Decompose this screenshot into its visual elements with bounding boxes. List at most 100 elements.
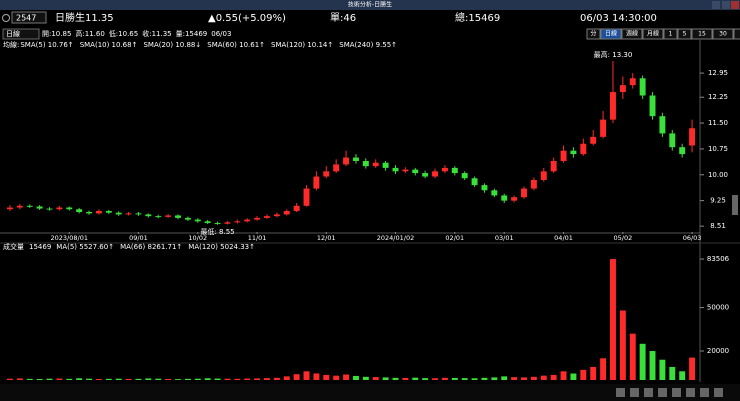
volume-bar [501, 376, 508, 380]
minimize-button[interactable] [712, 1, 720, 9]
period-button-label: 1 [669, 31, 673, 38]
tool-button[interactable] [686, 388, 695, 397]
x-tick-label: 06/03 [683, 234, 702, 242]
tool-button[interactable] [658, 388, 667, 397]
window-title: 技術分析-日勝生 [348, 1, 392, 9]
candle-body [639, 78, 646, 96]
title-bar [0, 0, 740, 10]
maximize-button[interactable] [722, 1, 730, 9]
menu-icon[interactable] [2, 14, 10, 22]
volume-bar [86, 378, 92, 380]
period-button-label: 月線 [647, 30, 659, 38]
period-button[interactable] [621, 28, 643, 40]
volume-bar [273, 377, 280, 380]
volume-bar [26, 378, 33, 380]
candle-body [481, 185, 488, 191]
volume-bar [264, 378, 270, 380]
volume-bar [165, 378, 172, 380]
candle-body [689, 128, 696, 146]
candle-body [125, 213, 132, 215]
volume-bar [649, 351, 656, 380]
period-button[interactable] [712, 28, 734, 40]
tool-button[interactable] [630, 388, 639, 397]
volume-bar [6, 378, 13, 380]
candle-body [362, 160, 369, 167]
volume-bar [362, 376, 369, 380]
candle-body [184, 217, 191, 220]
period-select-label: 日線 [6, 29, 20, 38]
tool-button[interactable] [616, 388, 625, 397]
tool-button[interactable] [714, 388, 723, 397]
volume-bar [36, 378, 43, 380]
y-tick-label: 9.25 [710, 197, 726, 205]
annotation-low: 最低: 8.55 [200, 227, 234, 236]
candle-body [501, 195, 508, 201]
total-volume: 總:15469 [455, 11, 500, 24]
x-tick-label: 04/01 [554, 234, 573, 242]
candle-body [570, 150, 577, 155]
period-button[interactable] [586, 28, 601, 40]
price-change: ▲0.55(+5.09%) [208, 13, 286, 24]
period-select[interactable] [2, 28, 40, 40]
volume-bar [560, 371, 567, 380]
candle-body [402, 169, 409, 172]
quote-item: 低:10.65 [109, 29, 138, 38]
volume-bar [629, 333, 636, 380]
code-input[interactable] [11, 11, 47, 24]
legend-entry: MA(120) 5024.33↑ [188, 243, 255, 251]
close-button[interactable] [731, 1, 739, 9]
volume-bar [244, 378, 251, 380]
candle-body [234, 221, 241, 223]
candle-body [461, 173, 468, 179]
period-button[interactable] [642, 28, 664, 40]
period-button[interactable] [677, 28, 692, 40]
candle-body [422, 173, 429, 177]
candle-body [145, 214, 152, 217]
volume-bar [313, 373, 320, 380]
tool-button[interactable] [700, 388, 709, 397]
tool-button[interactable] [644, 388, 653, 397]
candle-body [254, 217, 261, 220]
legend-entry: SMA(5) 10.76↑ [20, 41, 73, 49]
volume-bar [570, 373, 577, 380]
candle-body [36, 206, 43, 209]
volume-bar [184, 378, 191, 380]
period-button[interactable] [600, 28, 622, 40]
y-tick-label: 10.00 [708, 171, 728, 179]
volume-bar [135, 378, 142, 380]
volume-bar [224, 378, 231, 380]
period-button[interactable] [691, 28, 713, 40]
period-button[interactable] [733, 28, 740, 40]
stock-name: 日勝生 [55, 11, 85, 24]
candle-body [204, 221, 211, 224]
y-tick-label: 12.25 [708, 93, 728, 101]
candle-body [214, 223, 221, 225]
candle-body [412, 169, 419, 174]
candle-body [313, 176, 320, 189]
volume-bar [105, 378, 112, 380]
quote-item: 量:15469 [176, 30, 208, 38]
y-tick-label: 10.75 [708, 145, 728, 153]
scrollbar[interactable] [732, 195, 738, 215]
candle-body [530, 179, 537, 189]
x-tick-label: 11/01 [248, 234, 267, 242]
candle-body [432, 171, 438, 177]
candle-body [244, 219, 251, 222]
candle-body [511, 197, 518, 201]
legend-entry: SMA(20) 10.88↓ [143, 41, 201, 49]
candle-body [550, 160, 557, 172]
volume-last: 15469 [29, 243, 51, 251]
candle-body [264, 216, 270, 218]
legend-entry: SMA(60) 10.61↑ [207, 41, 265, 49]
volume-bar [669, 366, 676, 380]
period-button[interactable] [663, 28, 678, 40]
period-button-label: 15 [698, 31, 706, 38]
candle-body [471, 178, 478, 186]
tool-button[interactable] [672, 388, 681, 397]
volume-bar [372, 377, 379, 380]
x-tick-label: 12/01 [317, 234, 336, 242]
candle-body [610, 92, 616, 120]
candle-body [323, 171, 330, 177]
